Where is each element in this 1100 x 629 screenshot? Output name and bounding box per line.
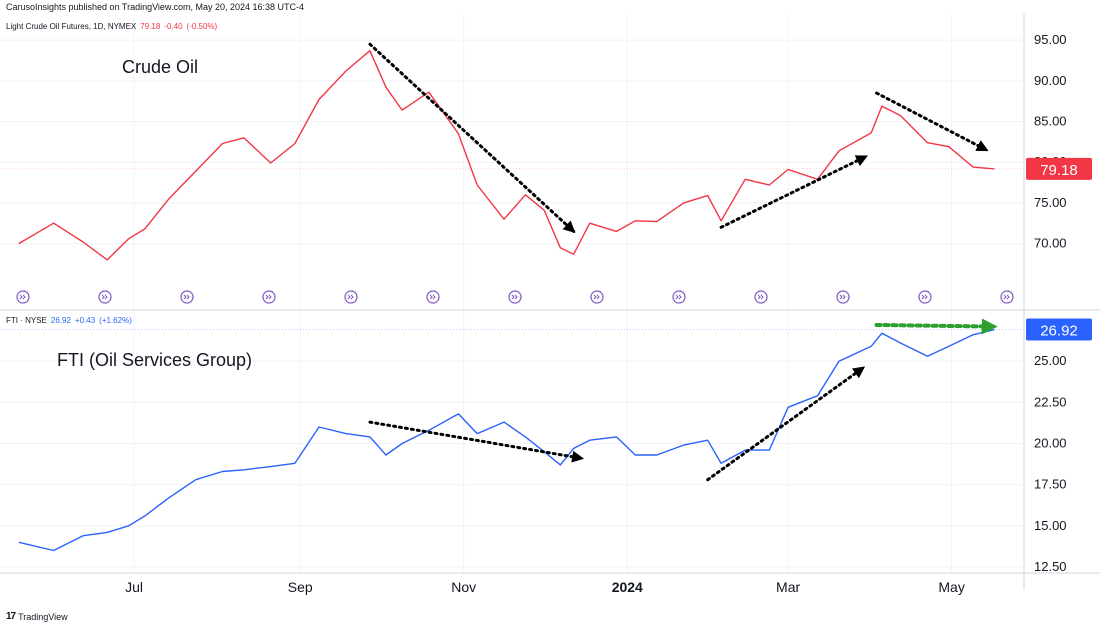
y-tick-label: 12.50 xyxy=(1034,559,1067,574)
event-circle xyxy=(918,290,932,304)
event-chevron xyxy=(757,294,764,300)
event-circle xyxy=(836,290,850,304)
y-tick-label: 95.00 xyxy=(1034,32,1067,47)
y-tick-label: 17.50 xyxy=(1034,477,1067,492)
x-tick-label: May xyxy=(938,579,964,595)
trend-arrow xyxy=(368,42,576,234)
y-tick-label: 70.00 xyxy=(1034,236,1067,251)
x-tick-label: Sep xyxy=(288,579,313,595)
publisher-line: CarusoInsights published on TradingView.… xyxy=(6,2,305,12)
event-circle xyxy=(1000,290,1014,304)
dividends-events-icon xyxy=(836,290,850,304)
event-chevron xyxy=(593,294,600,300)
panel-annotation: Crude Oil xyxy=(122,57,198,77)
dividends-events-icon xyxy=(754,290,768,304)
dividends-events-icon xyxy=(1000,290,1014,304)
event-circle xyxy=(16,290,30,304)
legend-change-pct: (-0.50%) xyxy=(187,22,218,31)
x-tick-label: Jul xyxy=(125,579,143,595)
legend-symbol: FTI · NYSE xyxy=(6,316,47,325)
event-circle xyxy=(98,290,112,304)
event-chevron xyxy=(265,294,272,300)
dividends-events-icon xyxy=(262,290,276,304)
y-tick-label: 85.00 xyxy=(1034,114,1067,129)
panel-annotation: FTI (Oil Services Group) xyxy=(57,350,252,370)
legend-line: FTI · NYSE 26.92 +0.43 (+1.62%) xyxy=(6,316,132,325)
y-tick-label: 90.00 xyxy=(1034,73,1067,88)
event-circle xyxy=(754,290,768,304)
y-tick-label: 22.50 xyxy=(1034,394,1067,409)
event-circle xyxy=(426,290,440,304)
event-chevron xyxy=(839,294,846,300)
y-tick-label: 15.00 xyxy=(1034,518,1067,533)
legend-change: +0.43 xyxy=(75,316,96,325)
event-chevron xyxy=(511,294,518,300)
legend-symbol: Light Crude Oil Futures, 1D, NYMEX xyxy=(6,22,137,31)
event-circle xyxy=(508,290,522,304)
dividends-events-icon xyxy=(180,290,194,304)
trend-arrow xyxy=(368,420,585,463)
event-circle xyxy=(590,290,604,304)
trend-arrow xyxy=(719,155,868,229)
legend-last: 79.18 xyxy=(140,22,161,31)
x-tick-label: 2024 xyxy=(612,579,643,595)
dividends-events-icon xyxy=(16,290,30,304)
crude-oil-line xyxy=(18,50,995,261)
y-tick-label: 20.00 xyxy=(1034,436,1067,451)
dividends-events-icon xyxy=(918,290,932,304)
dividends-events-icon xyxy=(590,290,604,304)
last-price-badge-text: 79.18 xyxy=(1040,162,1078,179)
dividends-events-icon xyxy=(98,290,112,304)
event-circle xyxy=(262,290,276,304)
legend-change: -0.40 xyxy=(164,22,183,31)
legend-last: 26.92 xyxy=(51,316,72,325)
flat-trend-arrow xyxy=(874,318,998,335)
event-chevron xyxy=(921,294,928,300)
x-tick-label: Nov xyxy=(451,579,476,595)
tradingview-mark-icon: 17 xyxy=(6,611,16,622)
y-tick-label: 25.00 xyxy=(1034,353,1067,368)
x-tick-label: Mar xyxy=(776,579,800,595)
last-price-badge xyxy=(1026,318,1092,341)
event-chevron xyxy=(101,294,108,300)
trend-arrow xyxy=(706,366,866,482)
event-chevron xyxy=(347,294,354,300)
event-chevron xyxy=(675,294,682,300)
fti-line xyxy=(18,328,995,552)
event-chevron xyxy=(429,294,436,300)
event-chevron xyxy=(1003,294,1010,300)
dividends-events-icon xyxy=(672,290,686,304)
dividends-events-icon xyxy=(426,290,440,304)
event-circle xyxy=(672,290,686,304)
tradingview-logo[interactable]: 17 TradingView xyxy=(6,611,68,622)
tradingview-brand: TradingView xyxy=(18,611,68,622)
legend-change-pct: (+1.62%) xyxy=(99,316,132,325)
trend-arrow xyxy=(875,91,989,152)
last-price-badge xyxy=(1026,157,1092,180)
event-circle xyxy=(344,290,358,304)
event-chevron xyxy=(19,294,26,300)
dividends-events-icon xyxy=(508,290,522,304)
last-price-badge-text: 26.92 xyxy=(1040,323,1078,340)
dividends-events-icon xyxy=(344,290,358,304)
event-chevron xyxy=(183,294,190,300)
event-circle xyxy=(180,290,194,304)
y-tick-label: 75.00 xyxy=(1034,195,1067,210)
legend-line: Light Crude Oil Futures, 1D, NYMEX 79.18-… xyxy=(6,22,218,31)
